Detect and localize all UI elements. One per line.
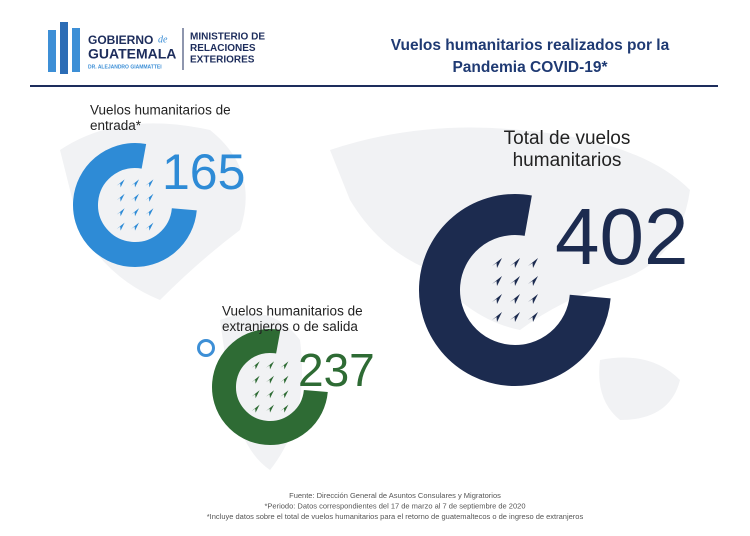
section-label: Total de vuelos — [504, 128, 631, 149]
plane-icon — [528, 258, 538, 268]
section-label: entrada* — [90, 118, 142, 133]
ministry-text: MINISTERIO DE — [190, 32, 265, 43]
plane-icon — [266, 375, 274, 384]
plane-icon — [492, 258, 502, 268]
plane-icon — [280, 404, 289, 413]
plane-icon — [266, 390, 274, 399]
donut-ring — [419, 194, 611, 386]
plane-icon — [510, 258, 520, 268]
section-value: 402 — [555, 192, 688, 281]
logo-text: GUATEMALA — [88, 46, 176, 62]
plane-icon — [116, 193, 125, 202]
plane-icon — [510, 294, 520, 304]
footer-note: *Incluye datos sobre el total de vuelos … — [207, 512, 584, 521]
world-map — [60, 123, 690, 470]
plane-icon — [131, 208, 139, 217]
donut-ring — [212, 329, 328, 445]
section-label: Vuelos humanitarios de — [222, 304, 363, 319]
plane-icon — [131, 193, 139, 202]
map-shape — [599, 357, 680, 420]
plane-icon — [528, 312, 538, 322]
plane-icon — [280, 361, 289, 370]
title: Pandemia COVID-19* — [452, 59, 608, 76]
logo-text: DR. ALEJANDRO GIAMMATTEI — [88, 64, 162, 70]
section-value: 165 — [162, 144, 245, 200]
plane-icon — [492, 312, 502, 322]
plane-icon — [251, 390, 260, 399]
plane-icon — [116, 208, 125, 217]
title: Vuelos humanitarios realizados por la — [391, 37, 670, 54]
footer-note: *Periodo: Datos correspondientes del 17 … — [265, 501, 526, 510]
plane-icon — [145, 179, 154, 188]
section-label: Vuelos humanitarios de — [90, 103, 231, 118]
plane-icon — [131, 222, 139, 231]
plane-icon — [266, 361, 274, 370]
logo-text: GOBIERNO — [88, 33, 153, 47]
plane-icon — [145, 222, 154, 231]
plane-icon — [116, 222, 125, 231]
plane-icon — [280, 390, 289, 399]
logo-bar — [60, 22, 68, 74]
plane-icon — [251, 404, 260, 413]
logo-bar — [48, 30, 56, 72]
ministry-text: RELACIONES — [190, 43, 256, 54]
logo — [48, 22, 80, 74]
plane-icon — [528, 294, 538, 304]
plane-icon — [492, 294, 502, 304]
plane-icon — [266, 404, 274, 413]
section-label: humanitarios — [513, 150, 622, 171]
plane-icon — [251, 361, 260, 370]
logo-text: de — [158, 34, 168, 45]
section-label: extranjeros o de salida — [222, 319, 358, 334]
guatemala-icon — [200, 342, 212, 354]
ministry-text: EXTERIORES — [190, 55, 255, 66]
section-value: 237 — [298, 344, 375, 396]
plane-icon — [131, 179, 139, 188]
plane-icon — [145, 193, 154, 202]
logo-bar — [72, 28, 80, 72]
plane-icon — [251, 375, 260, 384]
plane-icon — [510, 312, 520, 322]
footer-note: Fuente: Dirección General de Asuntos Con… — [289, 491, 501, 500]
plane-icon — [280, 375, 289, 384]
plane-icon — [528, 276, 538, 286]
plane-icon — [145, 208, 154, 217]
plane-icon — [492, 276, 502, 286]
donut-ring — [73, 143, 197, 267]
plane-icon — [510, 276, 520, 286]
plane-icon — [116, 179, 125, 188]
